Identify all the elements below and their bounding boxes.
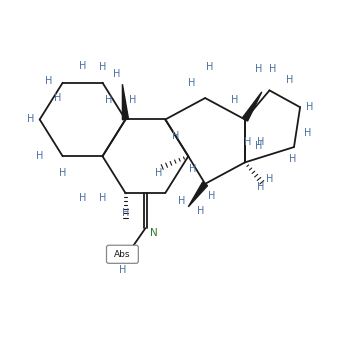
Text: H: H [119, 265, 126, 275]
Polygon shape [242, 92, 262, 121]
Text: H: H [105, 95, 112, 104]
Text: H: H [206, 62, 214, 72]
Text: H: H [156, 168, 163, 178]
Text: H: H [304, 128, 311, 138]
Text: H: H [286, 75, 293, 85]
Text: H: H [255, 64, 262, 74]
Polygon shape [188, 182, 208, 207]
Text: H: H [189, 163, 196, 174]
Text: H: H [122, 208, 129, 218]
Text: H: H [129, 95, 137, 104]
Text: H: H [306, 102, 313, 112]
Text: H: H [36, 151, 43, 161]
Text: H: H [255, 141, 262, 151]
Text: H: H [289, 154, 296, 164]
Text: H: H [257, 137, 264, 148]
Text: H: H [257, 182, 264, 192]
Text: H: H [79, 61, 86, 71]
Text: H: H [99, 193, 106, 203]
Text: N: N [150, 228, 158, 238]
Text: H: H [27, 115, 34, 124]
Text: Abs: Abs [114, 250, 131, 259]
Text: H: H [59, 168, 66, 178]
Text: H: H [188, 78, 195, 88]
Text: H: H [244, 137, 252, 148]
Text: H: H [99, 62, 106, 72]
Text: H: H [172, 131, 180, 141]
Text: H: H [113, 68, 120, 79]
Text: H: H [197, 206, 204, 216]
Text: H: H [54, 93, 62, 103]
Text: H: H [45, 76, 53, 86]
FancyBboxPatch shape [106, 245, 138, 263]
Text: H: H [208, 191, 215, 201]
Text: H: H [266, 174, 273, 184]
Text: H: H [79, 193, 86, 203]
Text: H: H [231, 95, 238, 104]
Polygon shape [122, 84, 128, 120]
Text: H: H [178, 196, 186, 206]
Text: H: H [269, 64, 276, 74]
